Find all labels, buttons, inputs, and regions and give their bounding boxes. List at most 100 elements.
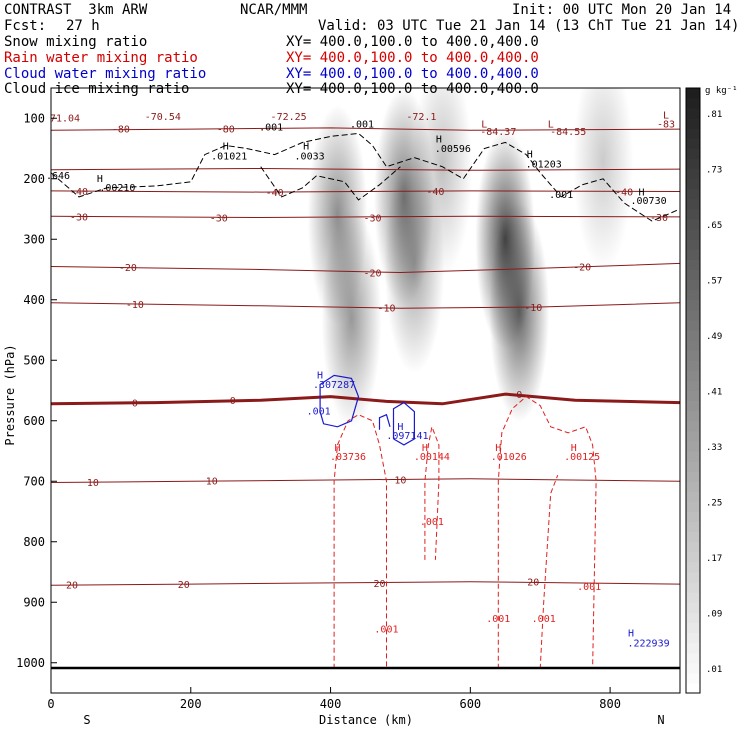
snow-core	[412, 88, 473, 277]
colorbar-segment	[686, 380, 700, 391]
header-model: CONTRAST 3km ARW	[4, 2, 148, 18]
colorbar-segment	[686, 602, 700, 613]
temperature-label: -30	[70, 212, 88, 223]
colorbar-segment	[686, 652, 700, 664]
colorbar-segment	[686, 582, 700, 593]
colorbar-segment	[686, 370, 700, 381]
annotation-label: 71.04	[50, 113, 80, 124]
y-tick-label: 900	[23, 595, 45, 609]
snow-core	[489, 201, 550, 422]
x-axis-label: Distance (km)	[319, 713, 413, 727]
axes: 0 200 400 600 800100200300400500600700800900…	[16, 111, 621, 711]
colorbar-segment	[686, 229, 700, 240]
colorbar-segment	[686, 138, 700, 149]
colorbar-segment	[686, 360, 700, 371]
colorbar-segment	[686, 279, 700, 291]
annotation-label: .097141	[386, 431, 428, 442]
field-name-cloud-ice: Cloud ice mixing ratio	[4, 81, 190, 97]
colorbar-frame	[685, 87, 701, 694]
annotation-label: .001	[532, 614, 556, 625]
temperature-label: -10	[524, 303, 542, 314]
colorbar-segment	[686, 531, 700, 543]
cloud-water-contour	[392, 401, 415, 446]
colorbar-segment	[686, 521, 700, 533]
field-xy-cloud-water: XY= 400.0,100.0 to 400.0,400.0	[286, 66, 539, 82]
colorbar-segment	[686, 209, 700, 220]
annotation-label: .646	[46, 171, 70, 182]
y-tick-label: 600	[23, 414, 45, 428]
annotation-label: -84.55	[550, 127, 586, 138]
annotation-label: .001	[374, 625, 398, 636]
colorbar-label: .65	[706, 221, 722, 231]
colorbar-label: .41	[706, 388, 722, 398]
temperature-label: -10	[126, 300, 144, 311]
cloud-ice-contour	[260, 166, 401, 201]
temperature-label: -40	[266, 188, 284, 199]
colorbar-segment	[686, 88, 700, 99]
annotation-label: -70.54	[145, 112, 181, 123]
snow-core	[321, 207, 382, 428]
annotation-label: .00144	[414, 452, 450, 463]
annotation-label: .01021	[211, 151, 247, 162]
annotation-label: L	[548, 119, 554, 130]
annotation-label: H	[422, 443, 428, 454]
annotation-label: .001	[549, 190, 573, 201]
annotation-label: -84.37	[480, 127, 516, 138]
snow-shading	[307, 88, 634, 428]
annotation-label: .00210	[99, 183, 135, 194]
colorbar-segment	[686, 299, 700, 311]
colorbar-segment	[686, 561, 700, 573]
colorbar-segment	[686, 511, 700, 523]
annotation-label: .307287	[313, 380, 355, 391]
rain-contour	[497, 395, 597, 669]
y-tick-label: 100	[23, 111, 45, 125]
colorbar-segment	[686, 682, 700, 694]
field-annotations: 71.04 -70.54 -72.25 -72.1 L-83L-84.37L-84.55…	[46, 110, 675, 649]
annotation-label: H	[495, 443, 501, 454]
field-name-rain: Rain water mixing ratio	[4, 50, 198, 66]
annotation-label: .01026	[491, 452, 527, 463]
field-xy-snow: XY= 400.0,100.0 to 400.0,400.0	[286, 34, 539, 50]
cloud-ice-contours	[51, 132, 680, 222]
temperature-label: -30	[363, 213, 381, 224]
colorbar-segment	[686, 319, 700, 331]
snow-core	[573, 88, 634, 271]
temperature-contour-m80	[51, 127, 680, 131]
colorbar-segment	[686, 239, 700, 250]
temperature-label: -20	[573, 262, 591, 273]
colorbar-segment	[686, 632, 700, 644]
colorbar-segment	[686, 642, 700, 654]
colorbar-segment	[686, 471, 700, 482]
temperature-label: 0	[132, 399, 138, 410]
temperature-label: 10	[206, 477, 218, 488]
annotation-label: H	[317, 370, 323, 381]
rain-contour	[539, 475, 559, 669]
temperature-label: -20	[119, 263, 137, 274]
y-tick-label: 400	[23, 293, 45, 307]
colorbar-segment	[686, 198, 700, 210]
colorbar-segment	[686, 451, 700, 462]
colorbar-segment	[686, 219, 700, 230]
colorbar-segment	[686, 672, 700, 684]
annotation-label: .0033	[295, 151, 325, 162]
cloud-water-contours	[319, 374, 415, 446]
annotation-label: .001	[420, 517, 444, 528]
colorbar-label: .01	[706, 665, 722, 675]
south-label: S	[83, 713, 90, 727]
colorbar-segment	[686, 440, 700, 452]
colorbar-segment	[686, 188, 700, 200]
y-tick-label: 200	[23, 172, 45, 186]
colorbar-segment	[686, 662, 700, 674]
colorbar-segment	[686, 108, 700, 119]
colorbar-label: .33	[706, 443, 722, 453]
annotation-label: L	[481, 119, 487, 130]
colorbar-segment	[686, 350, 700, 361]
colorbar-segment	[686, 400, 700, 412]
temperature-contour-m30	[51, 215, 680, 219]
temperature-contours: -80 -80-40 -40 -40 -40-30 -30 -30 -30-20 -20-20-…	[51, 125, 680, 592]
plot-frame	[50, 87, 681, 694]
colorbar-segment	[686, 118, 700, 129]
field-name-cloud-water: Cloud water mixing ratio	[4, 66, 207, 82]
y-tick-label: 500	[23, 353, 45, 367]
